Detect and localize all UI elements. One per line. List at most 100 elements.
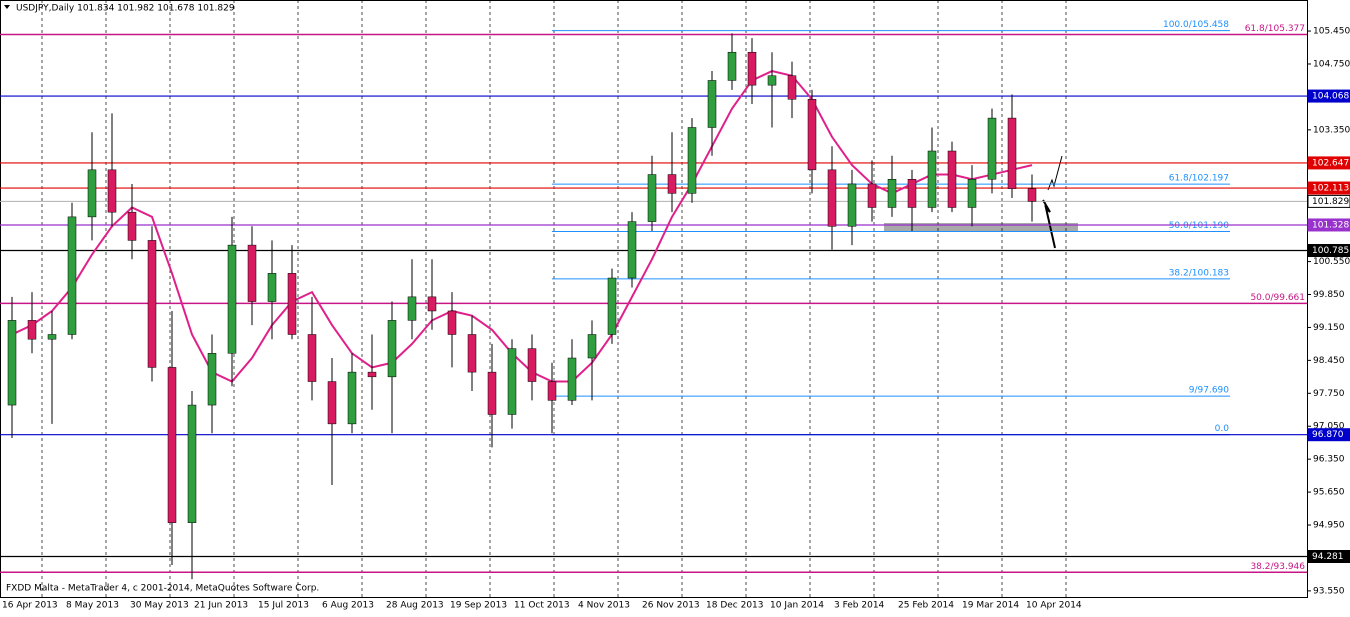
candle-body bbox=[367, 371, 377, 378]
y-tick-label: 95.650 bbox=[1313, 488, 1345, 498]
candle-body bbox=[827, 169, 837, 227]
level-label: 104.068 bbox=[1312, 92, 1349, 102]
candle-body bbox=[467, 334, 477, 373]
candle-body bbox=[1007, 117, 1017, 189]
x-tick-label: 10 Apr 2014 bbox=[1026, 601, 1082, 611]
candle-body bbox=[847, 183, 857, 227]
candle-body bbox=[287, 273, 297, 335]
level-box bbox=[1307, 244, 1350, 258]
title-icon bbox=[4, 5, 10, 9]
y-tick-label: 103.350 bbox=[1313, 125, 1350, 135]
x-tick-label: 19 Sep 2013 bbox=[450, 601, 507, 611]
candle-body bbox=[247, 244, 257, 302]
candle-body bbox=[687, 127, 697, 194]
candle-body bbox=[507, 348, 517, 415]
candle-body bbox=[887, 178, 897, 208]
x-tick-label: 26 Nov 2013 bbox=[642, 601, 700, 611]
candle-body bbox=[967, 178, 977, 208]
x-tick-label: 21 Jun 2013 bbox=[194, 601, 248, 611]
candle-body bbox=[207, 353, 217, 406]
candle-body bbox=[307, 334, 317, 382]
x-tick-label: 11 Oct 2013 bbox=[514, 601, 570, 611]
level-box bbox=[1307, 549, 1350, 563]
candle-body bbox=[447, 310, 457, 335]
x-tick-label: 6 Aug 2013 bbox=[322, 601, 374, 611]
candle-body bbox=[427, 296, 437, 312]
y-tick-label: 97.750 bbox=[1313, 389, 1345, 399]
candle-body bbox=[567, 357, 577, 401]
candle-body bbox=[767, 75, 777, 86]
fib-label: 61.8/102.197 bbox=[1169, 174, 1229, 184]
y-tick-label: 98.450 bbox=[1313, 356, 1345, 366]
fib-label: 38.2/100.183 bbox=[1169, 268, 1229, 278]
level-label: 102.647 bbox=[1312, 158, 1349, 168]
x-tick-label: 16 Apr 2013 bbox=[2, 601, 58, 611]
candle-body bbox=[387, 320, 397, 378]
drawn-arrow bbox=[1047, 155, 1063, 191]
candle-body bbox=[347, 371, 357, 425]
level-label: 100.785 bbox=[1312, 246, 1349, 256]
level-box bbox=[1307, 89, 1350, 103]
candle-body bbox=[747, 51, 757, 86]
footer: FXDD Malta - MetaTrader 4, c 2001-2014, … bbox=[6, 584, 319, 594]
candle-body bbox=[727, 51, 737, 81]
x-tick-label: 4 Nov 2013 bbox=[578, 601, 630, 611]
candle-body bbox=[67, 216, 77, 335]
plot-frame bbox=[0, 0, 1308, 598]
y-tick-label: 97.050 bbox=[1313, 422, 1345, 432]
y-tick-label: 99.150 bbox=[1313, 323, 1345, 333]
candle-body bbox=[667, 174, 677, 194]
drawn-arrow bbox=[1042, 199, 1056, 249]
y-tick-label: 100.550 bbox=[1313, 257, 1350, 267]
level-label: 96.870 bbox=[1312, 430, 1344, 440]
candle-body bbox=[547, 381, 557, 401]
candle-body bbox=[987, 117, 997, 180]
level-label: 94.281 bbox=[1312, 552, 1344, 562]
level-box bbox=[1307, 156, 1350, 170]
x-tick-label: 3 Feb 2014 bbox=[834, 601, 885, 611]
candle-body bbox=[947, 150, 957, 208]
candle-body bbox=[1027, 188, 1037, 202]
candle-body bbox=[87, 169, 97, 218]
level-label: 102.113 bbox=[1312, 184, 1349, 194]
candle-body bbox=[27, 320, 37, 340]
candle-body bbox=[707, 80, 717, 128]
candle-body bbox=[187, 404, 197, 523]
y-tick-label: 105.450 bbox=[1313, 27, 1350, 37]
level-box bbox=[1307, 428, 1350, 442]
candle-body bbox=[147, 240, 157, 368]
candle-body bbox=[267, 273, 277, 302]
candle-body bbox=[527, 348, 537, 382]
candle-body bbox=[107, 169, 117, 213]
fib-label: 9/97.690 bbox=[1189, 386, 1230, 396]
level-label: 101.328 bbox=[1312, 220, 1349, 230]
chart-title: USDJPY,Daily 101.834 101.982 101.678 101… bbox=[16, 4, 235, 14]
level-box bbox=[1307, 181, 1350, 195]
fib-label: 50.0/99.661 bbox=[1250, 293, 1305, 303]
candle-body bbox=[327, 381, 337, 425]
candle-body bbox=[807, 99, 817, 171]
fib-label: 100.0/105.458 bbox=[1163, 20, 1229, 30]
candle-body bbox=[47, 334, 57, 340]
candle-body bbox=[407, 296, 417, 321]
fib-label: 38.2/93.946 bbox=[1250, 562, 1305, 572]
y-tick-label: 99.850 bbox=[1313, 290, 1345, 300]
candle-body bbox=[867, 183, 877, 208]
support-zone bbox=[884, 223, 1078, 232]
x-tick-label: 28 Aug 2013 bbox=[386, 601, 444, 611]
candle-body bbox=[167, 367, 177, 523]
candle-body bbox=[607, 277, 617, 335]
candle-body bbox=[927, 150, 937, 208]
candle-body bbox=[587, 334, 597, 359]
y-tick-label: 104.750 bbox=[1313, 59, 1350, 69]
candle-body bbox=[127, 211, 137, 241]
x-tick-label: 19 Mar 2014 bbox=[962, 601, 1019, 611]
x-tick-label: 8 May 2013 bbox=[66, 601, 119, 611]
x-tick-label: 15 Jul 2013 bbox=[258, 601, 309, 611]
candle-body bbox=[487, 371, 497, 415]
x-tick-label: 10 Jan 2014 bbox=[770, 601, 824, 611]
x-tick-label: 18 Dec 2013 bbox=[706, 601, 764, 611]
fib-label: 50.0/101.190 bbox=[1169, 221, 1230, 231]
fib-label: 61.8/105.377 bbox=[1245, 24, 1305, 34]
